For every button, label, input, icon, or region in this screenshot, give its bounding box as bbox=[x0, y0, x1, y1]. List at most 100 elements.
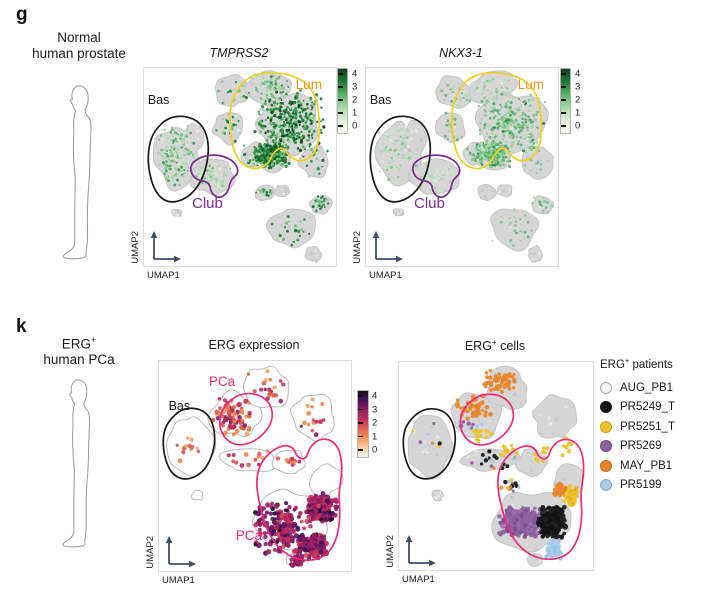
colorbar-tick-mark bbox=[561, 99, 566, 101]
legend-item-MAY_PB1: MAY_PB1 bbox=[600, 456, 700, 476]
colorbar-tick-label: 2 bbox=[575, 94, 581, 106]
umap1-axis-label: UMAP1 bbox=[369, 270, 402, 281]
colorbar-tick-label: 2 bbox=[352, 94, 358, 106]
region-label-club: Club bbox=[414, 194, 445, 212]
colorbar-tick-mark bbox=[561, 86, 566, 88]
panel-g-caption: Normal human prostate bbox=[8, 30, 150, 61]
panel-k-caption: ERG+ human PCa bbox=[8, 333, 150, 368]
colorbar-tick-mark bbox=[338, 99, 343, 101]
colorbar-tick-label: 3 bbox=[575, 81, 581, 93]
colorbar-tick-label: 1 bbox=[575, 107, 581, 119]
panel-k-caption-line1: ERG+ bbox=[61, 335, 97, 352]
legend-item-label: PR5269 bbox=[620, 440, 662, 453]
umap2-axis-label: UMAP2 bbox=[145, 536, 156, 569]
colorbar-tick-label: 4 bbox=[352, 68, 358, 80]
umap-axes-icon bbox=[405, 535, 436, 567]
legend-item-PR5199: PR5199 bbox=[600, 475, 700, 495]
colorbar-tick-label: 2 bbox=[372, 417, 378, 429]
colorbar-tick-mark bbox=[338, 86, 343, 88]
colorbar-tick-mark bbox=[338, 112, 343, 114]
colorbar-tick-label: 3 bbox=[372, 404, 378, 415]
colorbar-tick-mark bbox=[561, 73, 566, 75]
umap-canvas-nkx3-1 bbox=[366, 68, 558, 266]
legend-swatch-icon bbox=[600, 420, 612, 433]
legend-swatch-icon bbox=[600, 440, 612, 453]
umap-plot-erg-expression: UMAP2 UMAP1 Bas PCa PCa bbox=[145, 360, 352, 586]
legend-item-label: AUG_PB1 bbox=[620, 381, 674, 394]
umap-plot-tmprss2: UMAP2 UMAP1 Bas Club Lum bbox=[130, 67, 337, 281]
legend-item-AUG_PB1: AUG_PB1 bbox=[600, 378, 700, 398]
region-label-lum: Lum bbox=[517, 76, 544, 92]
region-label-bas: Bas bbox=[369, 92, 392, 107]
umap-plot-erg-cells: UMAP2 UMAP1 bbox=[385, 361, 594, 585]
panel-label-k: k bbox=[16, 316, 27, 337]
colorbar-tick-mark bbox=[338, 73, 343, 75]
human-silhouette-icon bbox=[62, 85, 92, 260]
colorbar-tick-label: 1 bbox=[372, 431, 378, 442]
legend-item-PR5251_T: PR5251_T bbox=[600, 417, 700, 437]
colorbar-tick-mark bbox=[561, 125, 566, 127]
plot-title-nkx3-1: NKX3-1 bbox=[365, 46, 557, 60]
region-label-pca: PCa bbox=[235, 528, 263, 543]
colorbar-tick-mark bbox=[358, 422, 363, 424]
plot-title-tmprss2-text: TMPRSS2 bbox=[209, 46, 269, 60]
legend-item-label: PR5199 bbox=[620, 479, 662, 492]
umap-plot-nkx3-1: UMAP2 UMAP1 Bas Club Lum bbox=[352, 67, 559, 281]
legend-swatch-icon bbox=[600, 459, 612, 472]
colorbar-tick-mark bbox=[338, 125, 343, 127]
region-label-bas: Bas bbox=[147, 92, 170, 107]
colorbar-tick-label: 0 bbox=[372, 444, 378, 456]
umap-canvas-tmprss2 bbox=[144, 68, 336, 266]
panel-g-caption-line2: human prostate bbox=[32, 45, 126, 61]
plot-title-tmprss2: TMPRSS2 bbox=[143, 46, 335, 60]
panel-k-caption-line2: human PCa bbox=[43, 352, 115, 367]
colorbar-tick-mark bbox=[358, 408, 363, 411]
colorbar-erg-expression: 4 3 2 1 0 bbox=[358, 391, 377, 457]
umap2-axis-label: UMAP2 bbox=[352, 231, 363, 264]
legend-items: AUG_PB1 PR5249_T PR5251_T PR5269 MAY_PB1 PR51… bbox=[600, 378, 700, 495]
colorbar-tick-label: 0 bbox=[575, 120, 581, 132]
plot-title-erg-cells-text: ERG bbox=[464, 339, 492, 354]
region-label-lum: Lum bbox=[295, 76, 322, 92]
colorbar-tick-mark bbox=[561, 112, 566, 114]
colorbar-tick-mark bbox=[358, 435, 363, 438]
umap1-axis-label: UMAP1 bbox=[162, 575, 195, 586]
umap-axes-icon bbox=[165, 536, 196, 568]
human-silhouette-icon bbox=[62, 379, 91, 548]
legend-swatch-icon bbox=[600, 479, 612, 492]
umap2-axis-label: UMAP2 bbox=[385, 535, 396, 568]
legend-item-label: MAY_PB1 bbox=[620, 459, 673, 472]
legend-item-PR5249_T: PR5249_T bbox=[600, 397, 700, 417]
colorbar-gradient bbox=[358, 391, 368, 457]
plot-title-nkx3-1-text: NKX3-1 bbox=[439, 46, 483, 60]
colorbar-tick-label: 4 bbox=[575, 68, 581, 80]
panel-label-g: g bbox=[16, 4, 28, 25]
umap1-axis-label: UMAP1 bbox=[147, 270, 180, 281]
umap-canvas-erg-expression bbox=[159, 361, 351, 571]
colorbar-tick-mark bbox=[358, 449, 363, 451]
colorbar-gradient bbox=[561, 69, 570, 133]
colorbar-tick-label: 1 bbox=[352, 107, 358, 119]
colorbar-gradient bbox=[338, 69, 347, 133]
legend-swatch-icon bbox=[600, 381, 612, 394]
plot-title-erg-cells: ERG+ cells bbox=[464, 338, 526, 354]
umap-canvas-erg-cells bbox=[399, 362, 593, 570]
legend-item-label: PR5251_T bbox=[620, 420, 675, 433]
umap-axes-icon bbox=[372, 231, 403, 263]
legend-item-label: PR5249_T bbox=[620, 401, 675, 414]
plot-title-erg-expression-text: ERG expression bbox=[208, 338, 300, 352]
legend-item-PR5269: PR5269 bbox=[600, 436, 700, 456]
colorbar-tick-label: 0 bbox=[352, 120, 358, 132]
colorbar-tick-label: 4 bbox=[372, 390, 378, 402]
region-label-pca: PCa bbox=[208, 373, 236, 389]
umap2-axis-label: UMAP2 bbox=[130, 231, 141, 264]
legend-swatch-icon bbox=[600, 401, 612, 414]
region-label-bas: Bas bbox=[168, 398, 191, 413]
panel-g-caption-line1: Normal bbox=[57, 30, 101, 45]
legend-title: ERG+ patients bbox=[600, 356, 673, 371]
region-label-club: Club bbox=[192, 194, 223, 212]
umap-axes-icon bbox=[150, 231, 181, 263]
